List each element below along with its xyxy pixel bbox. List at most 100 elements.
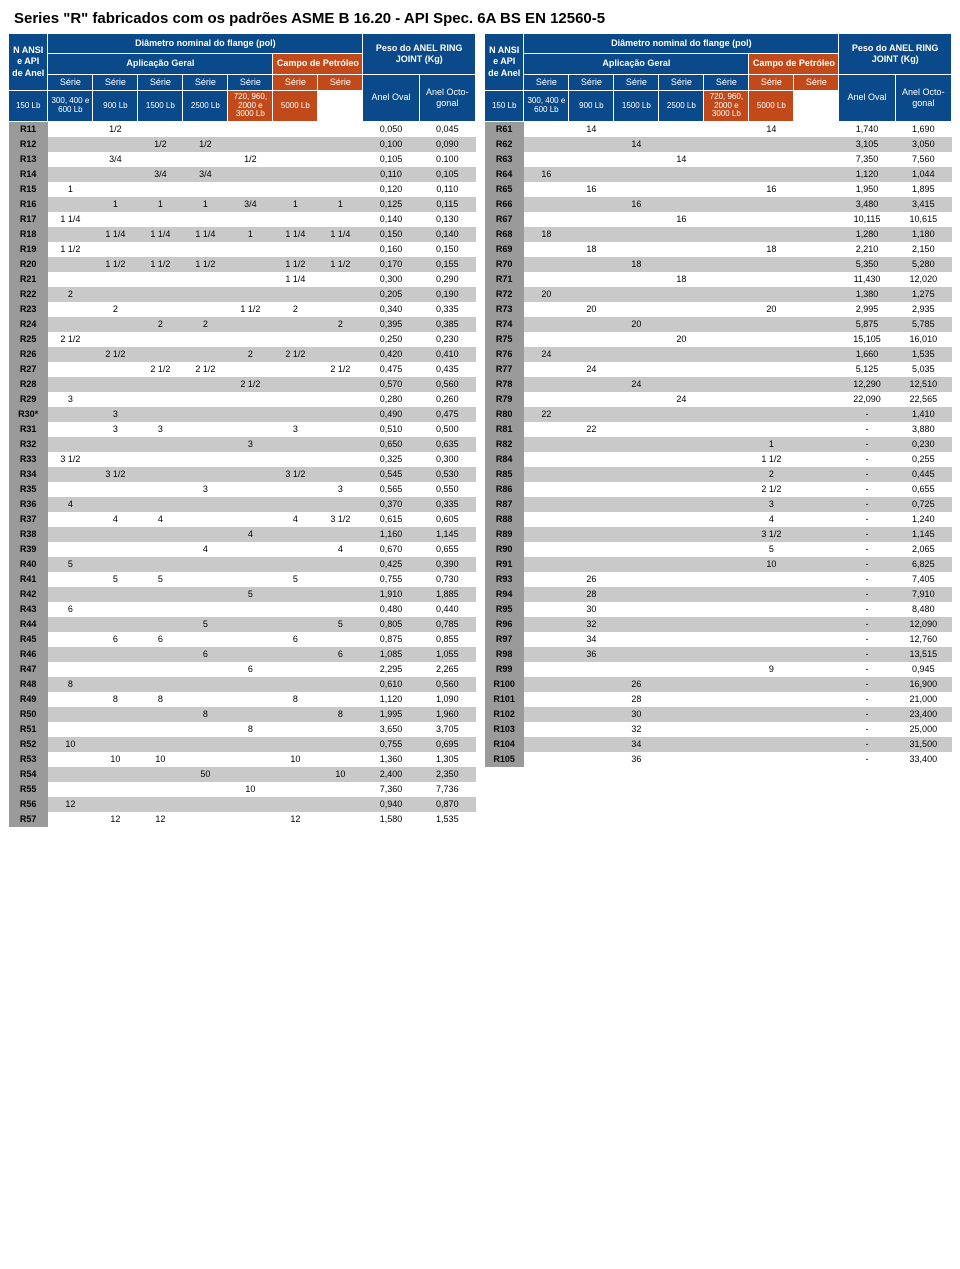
cell: 15,105 — [839, 332, 895, 347]
cell: 1 — [138, 197, 183, 212]
cell — [228, 752, 273, 767]
cell — [569, 287, 614, 302]
cell: 0,115 — [419, 197, 475, 212]
hdr-col: 5000 Lb — [273, 90, 318, 121]
cell — [704, 467, 749, 482]
row-key: R98 — [485, 647, 524, 662]
table-row: R161113/4110,1250,115 — [9, 197, 476, 212]
hdr-col: 150 Lb — [9, 90, 48, 121]
row-key: R64 — [485, 167, 524, 182]
cell: 1,740 — [839, 122, 895, 137]
cell — [273, 482, 318, 497]
hdr-oval: Anel Oval — [363, 74, 419, 122]
cell — [749, 362, 794, 377]
cell: 0,435 — [419, 362, 475, 377]
cell — [93, 182, 138, 197]
cell — [183, 407, 228, 422]
cell — [228, 737, 273, 752]
cell — [138, 152, 183, 167]
cell — [228, 512, 273, 527]
row-key: R33 — [9, 452, 48, 467]
table-row: R852-0,445 — [485, 467, 952, 482]
cell — [93, 482, 138, 497]
cell: 7,360 — [363, 782, 419, 797]
cell — [228, 452, 273, 467]
cell — [273, 407, 318, 422]
cell — [524, 452, 569, 467]
cell — [749, 587, 794, 602]
cell — [228, 272, 273, 287]
cell — [138, 557, 183, 572]
table-row: R8022-1,410 — [485, 407, 952, 422]
cell — [614, 542, 659, 557]
left-tbody: R111/20,0500,045R121/21/20,1000,090R133/… — [9, 122, 476, 827]
cell — [614, 647, 659, 662]
table-row: R10026-16,900 — [485, 677, 952, 692]
cell — [183, 302, 228, 317]
cell — [183, 152, 228, 167]
table-row: R9530-8,480 — [485, 602, 952, 617]
cell: 0,370 — [363, 497, 419, 512]
cell — [659, 662, 704, 677]
table-row: R10434-31,500 — [485, 737, 952, 752]
cell: - — [839, 602, 895, 617]
cell: 5 — [273, 572, 318, 587]
cell: 0,475 — [363, 362, 419, 377]
table-row: R272 1/22 1/22 1/20,4750,435 — [9, 362, 476, 377]
cell: 23,400 — [895, 707, 951, 722]
cell — [659, 182, 704, 197]
cell — [138, 767, 183, 782]
table-row: R9326-7,405 — [485, 572, 952, 587]
cell: - — [839, 722, 895, 737]
cell — [48, 647, 93, 662]
cell: 1/2 — [183, 137, 228, 152]
row-key: R39 — [9, 542, 48, 557]
cell: 7,350 — [839, 152, 895, 167]
table-row: R52100,7550,695 — [9, 737, 476, 752]
cell — [48, 362, 93, 377]
table-row: R415550,7550,730 — [9, 572, 476, 587]
cell — [138, 602, 183, 617]
cell: 6,825 — [895, 557, 951, 572]
cell — [614, 572, 659, 587]
cell: 16 — [659, 212, 704, 227]
cell — [183, 422, 228, 437]
table-row: R76241,6601,535 — [485, 347, 952, 362]
cell: 0,610 — [363, 677, 419, 692]
hdr-diam: Diâmetro nominal do flange (pol) — [524, 34, 839, 54]
cell: - — [839, 617, 895, 632]
cell — [704, 422, 749, 437]
cell — [524, 392, 569, 407]
table-row: R282 1/20,5700,560 — [9, 377, 476, 392]
cell — [228, 677, 273, 692]
row-key: R40 — [9, 557, 48, 572]
table-row: R4050,4250,390 — [9, 557, 476, 572]
hdr-diam: Diâmetro nominal do flange (pol) — [48, 34, 363, 54]
cell — [524, 737, 569, 752]
cell — [704, 407, 749, 422]
cell — [524, 257, 569, 272]
cell: 20 — [614, 317, 659, 332]
cell — [524, 692, 569, 707]
row-key: R55 — [9, 782, 48, 797]
cell: 8 — [138, 692, 183, 707]
table-row: R68181,2801,180 — [485, 227, 952, 242]
right-panel: N ANSI e API de Anel Diâmetro nominal do… — [484, 33, 952, 827]
cell — [228, 332, 273, 347]
table-row: R66163,4803,415 — [485, 197, 952, 212]
cell — [318, 602, 363, 617]
cell — [48, 512, 93, 527]
cell — [614, 512, 659, 527]
cell: 0,560 — [419, 377, 475, 392]
page-title: Series "R" fabricados com os padrões ASM… — [0, 0, 960, 33]
cell — [93, 287, 138, 302]
cell: 0,325 — [363, 452, 419, 467]
table-row: R752015,10516,010 — [485, 332, 952, 347]
cell — [704, 557, 749, 572]
cell — [183, 602, 228, 617]
cell — [704, 587, 749, 602]
table-row: R10128-21,000 — [485, 692, 952, 707]
cell: 8 — [48, 677, 93, 692]
cell — [749, 257, 794, 272]
cell — [48, 317, 93, 332]
